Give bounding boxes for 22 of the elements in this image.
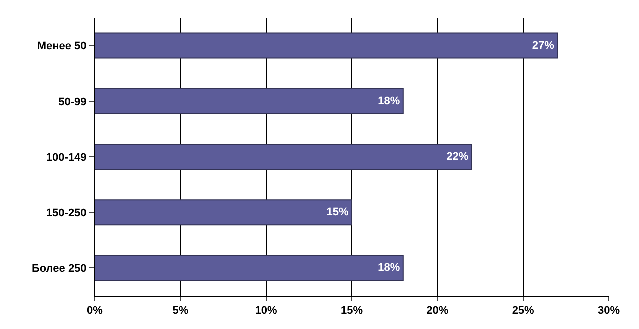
y-tick-label: 100-149 <box>46 152 87 164</box>
y-tick-label: Менее 50 <box>37 40 87 53</box>
bar <box>95 88 404 114</box>
data-label: 27% <box>532 40 555 52</box>
bar <box>95 200 352 226</box>
data-label: 18% <box>378 95 400 108</box>
x-tick-label: 30% <box>598 305 620 318</box>
bar <box>95 255 404 282</box>
x-tick-label: 15% <box>340 305 364 318</box>
x-tick-label: 0% <box>87 305 104 318</box>
x-tick-label: 5% <box>172 305 189 318</box>
x-tick-label: 25% <box>512 305 535 318</box>
bar <box>95 144 472 170</box>
data-label: 15% <box>326 206 349 219</box>
data-label: 18% <box>378 262 400 274</box>
y-tick-label: 50-99 <box>58 96 87 108</box>
x-tick-label: 20% <box>426 305 449 318</box>
y-tick-label: 150-250 <box>46 207 87 220</box>
bar <box>95 32 558 59</box>
data-label: 22% <box>446 151 469 163</box>
y-tick-label: Более 250 <box>32 263 87 276</box>
x-tick-label: 10% <box>255 305 278 318</box>
